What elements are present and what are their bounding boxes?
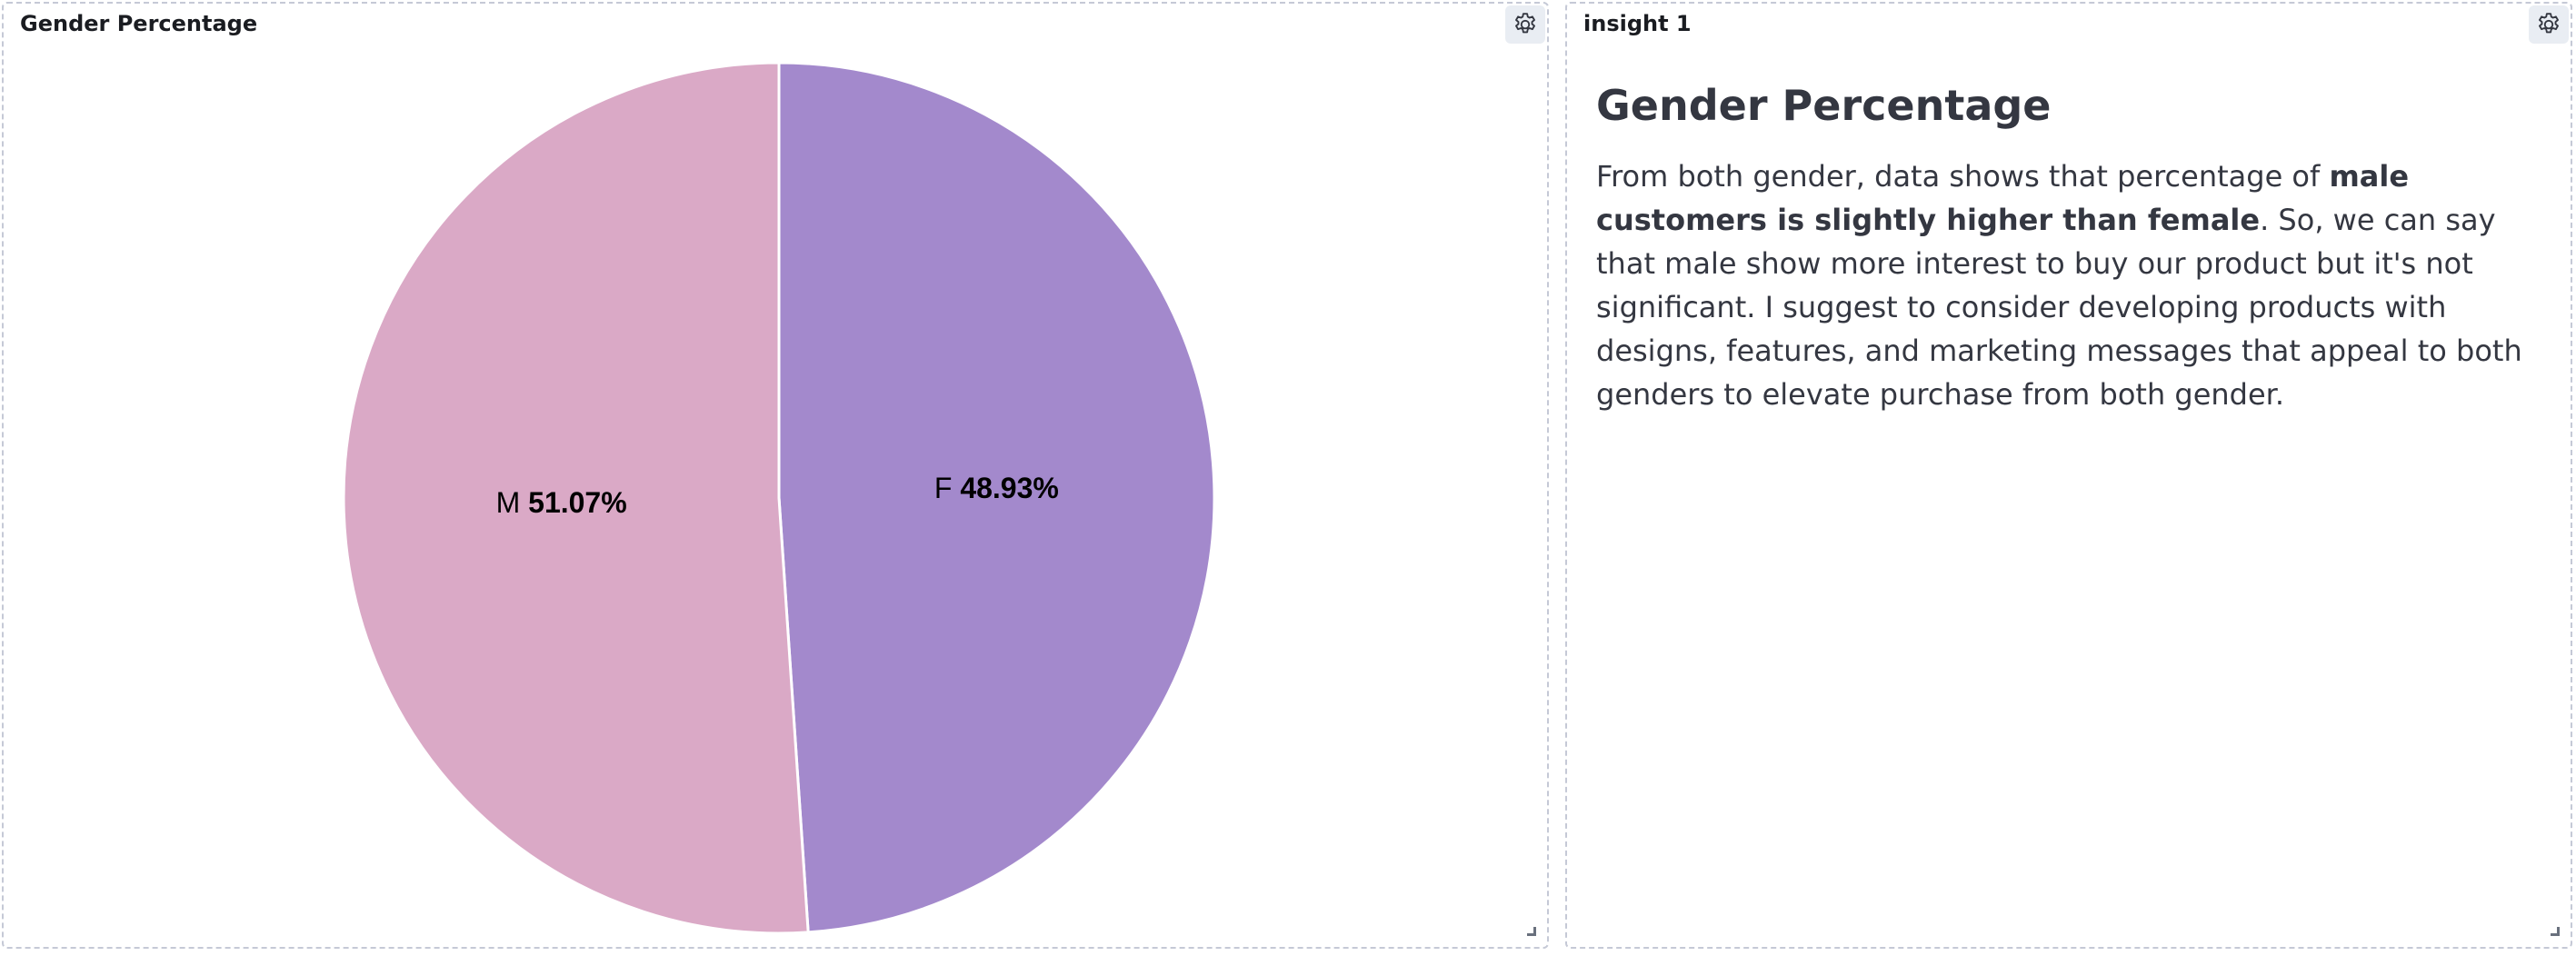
gear-icon <box>2539 13 2559 34</box>
gear-icon <box>1515 13 1535 34</box>
pie-label-f: F 48.93% <box>934 472 1059 504</box>
insight-panel-options-button[interactable] <box>2529 5 2569 44</box>
pie-chart: F 48.93% M 51.07% <box>342 61 1216 935</box>
resize-handle-icon[interactable] <box>1527 927 1536 936</box>
pie-slice-m[interactable] <box>342 61 810 935</box>
insight-panel: insight 1 Gender Percentage From both ge… <box>1565 2 2572 949</box>
chart-panel-options-button[interactable] <box>1505 5 1545 44</box>
pie-label-percent: 48.93% <box>960 472 1059 504</box>
insight-text-bold: male customers is slightly higher than f… <box>1596 159 2410 237</box>
pie-slices <box>342 61 1216 935</box>
insight-text-after: . So, we can say that male show more int… <box>1596 203 2522 412</box>
resize-handle-icon[interactable] <box>2551 927 2560 936</box>
pie-slice-f[interactable] <box>777 61 1216 934</box>
insight-text-before: From both gender, data shows that percen… <box>1596 159 2330 194</box>
pie-label-percent: 51.07% <box>528 487 627 520</box>
chart-panel: Gender Percentage F 48.93% M 51.07% <box>2 2 1549 949</box>
pie-label-category: F <box>934 472 960 504</box>
pie-label-m: M 51.07% <box>496 487 627 520</box>
chart-panel-title: Gender Percentage <box>20 11 258 36</box>
pie-labels: F 48.93% M 51.07% <box>496 472 1059 519</box>
insight-panel-title: insight 1 <box>1583 11 1692 36</box>
insight-paragraph: From both gender, data shows that percen… <box>1596 154 2551 416</box>
insight-content: Gender Percentage From both gender, data… <box>1596 76 2551 416</box>
pie-label-category: M <box>496 487 529 520</box>
insight-heading: Gender Percentage <box>1596 81 2052 130</box>
